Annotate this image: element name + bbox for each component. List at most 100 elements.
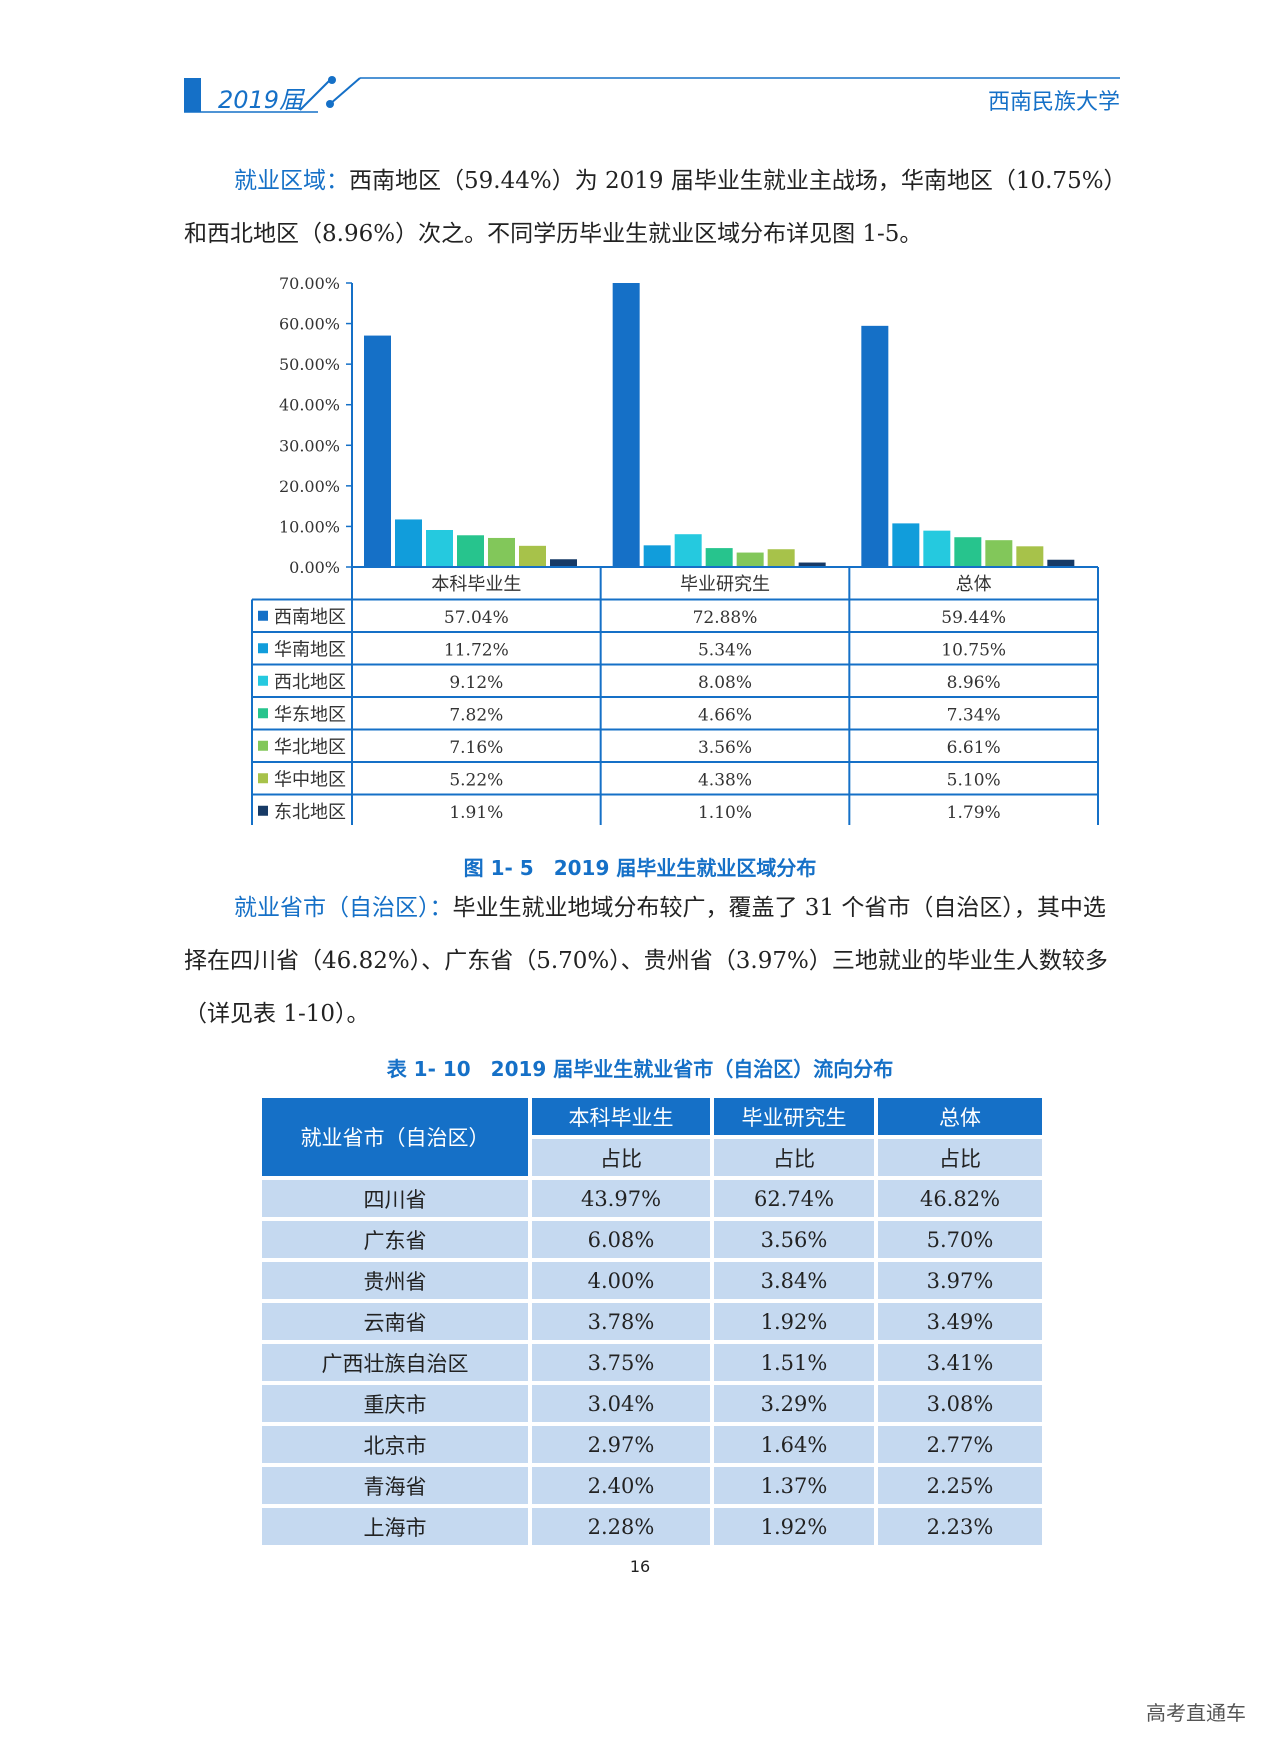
table-row: 广东省 6.08% 3.56% 5.70% xyxy=(262,1221,1042,1258)
table-header-group: 毕业研究生 xyxy=(714,1098,874,1135)
category-label: 本科毕业生 xyxy=(431,574,521,595)
table-cell: 62.74% xyxy=(714,1180,874,1217)
table-cell: 5.70% xyxy=(878,1221,1042,1258)
y-tick-label: 0.00% xyxy=(289,558,340,577)
table-header-group: 本科毕业生 xyxy=(532,1098,710,1135)
legend-label: 华中地区 xyxy=(274,769,346,790)
region-bar-chart: 0.00% 10.00% 20.00% 30.00% 40.00% 50.00% 60.00… xyxy=(251,275,1099,825)
table-cell: 1.92% xyxy=(714,1508,874,1545)
y-tick-label: 30.00% xyxy=(279,436,340,455)
bar xyxy=(892,523,920,567)
table-row: 重庆市 3.04% 3.29% 3.08% xyxy=(262,1385,1042,1422)
table-cell: 3.75% xyxy=(532,1344,710,1381)
category-label: 毕业研究生 xyxy=(680,574,770,595)
table-cell: 2.28% xyxy=(532,1508,710,1545)
table-cell: 贵州省 xyxy=(262,1262,528,1299)
table-cell: 广西壮族自治区 xyxy=(262,1344,528,1381)
table-cell: 3.29% xyxy=(714,1385,874,1422)
table-cell: 2.40% xyxy=(532,1467,710,1504)
table-cell: 2.97% xyxy=(532,1426,710,1463)
bar xyxy=(861,325,889,567)
table-cell: 3.04% xyxy=(532,1385,710,1422)
table-cell: 3.08% xyxy=(878,1385,1042,1422)
table-cell: 3.41% xyxy=(878,1344,1042,1381)
table-subheader: 占比 xyxy=(878,1139,1042,1176)
legend-swatch xyxy=(258,675,268,686)
table-cell: 6.08% xyxy=(532,1221,710,1258)
bar xyxy=(395,519,422,567)
y-tick-label: 50.00% xyxy=(279,355,340,374)
data-label: 11.72% xyxy=(444,640,509,660)
y-tick-label: 40.00% xyxy=(279,396,340,415)
table-cell: 上海市 xyxy=(262,1508,528,1545)
paragraph-text: 西南地区（59.44%）为 2019 届毕业生就业主战场，华南地区（10.75%… xyxy=(184,168,1116,247)
table-cell: 1.64% xyxy=(714,1426,874,1463)
bar xyxy=(488,537,515,567)
data-label: 4.38% xyxy=(698,770,752,790)
data-label: 8.08% xyxy=(698,673,752,693)
bar xyxy=(612,283,640,567)
legend-label: 华北地区 xyxy=(274,737,346,758)
data-label: 4.66% xyxy=(698,705,752,725)
data-label: 7.16% xyxy=(449,738,503,758)
data-label: 59.44% xyxy=(941,608,1006,628)
table-caption: 表 1- 10 2019 届毕业生就业省市（自治区）流向分布 xyxy=(386,1057,894,1081)
province-distribution-table: 就业省市（自治区） 本科毕业生 毕业研究生 总体 占比 占比 占比 四川省 43.… xyxy=(258,1094,1046,1549)
bar xyxy=(798,562,826,567)
data-label: 8.96% xyxy=(947,673,1001,693)
paragraph-employment-region: 就业区域：西南地区（59.44%）为 2019 届毕业生就业主战场，华南地区（1… xyxy=(184,155,1124,261)
y-tick-label: 20.00% xyxy=(279,477,340,496)
bar xyxy=(643,545,671,567)
table-subheader: 占比 xyxy=(714,1139,874,1176)
header-accent-bar xyxy=(184,78,201,112)
data-label: 1.91% xyxy=(449,803,503,823)
paragraph-keyword: 就业区域： xyxy=(234,168,349,194)
y-tick-label: 60.00% xyxy=(279,315,340,334)
table-subheader: 占比 xyxy=(532,1139,710,1176)
bar xyxy=(736,552,764,567)
table-cell: 4.00% xyxy=(532,1262,710,1299)
table-cell: 43.97% xyxy=(532,1180,710,1217)
y-tick-label: 70.00% xyxy=(279,275,340,293)
legend-swatch xyxy=(258,740,268,751)
bar xyxy=(767,549,795,567)
data-label: 5.10% xyxy=(947,770,1001,790)
figure-caption: 图 1- 5 2019 届毕业生就业区域分布 xyxy=(463,856,817,880)
table-header-group: 总体 xyxy=(878,1098,1042,1135)
table-cell: 北京市 xyxy=(262,1426,528,1463)
table-cell: 广东省 xyxy=(262,1221,528,1258)
table-row: 云南省 3.78% 1.92% 3.49% xyxy=(262,1303,1042,1340)
bar xyxy=(457,535,484,567)
table-header-province: 就业省市（自治区） xyxy=(262,1098,528,1176)
bar xyxy=(705,548,733,567)
paragraph-keyword: 就业省市（自治区）： xyxy=(234,895,453,921)
table-row: 上海市 2.28% 1.92% 2.23% xyxy=(262,1508,1042,1545)
table-cell: 青海省 xyxy=(262,1467,528,1504)
legend-label: 华南地区 xyxy=(274,639,346,660)
table-cell: 云南省 xyxy=(262,1303,528,1340)
data-label: 57.04% xyxy=(444,608,509,628)
category-label: 总体 xyxy=(956,574,992,595)
bar xyxy=(674,534,702,567)
table-cell: 1.37% xyxy=(714,1467,874,1504)
bar xyxy=(519,545,546,567)
bar xyxy=(954,537,982,567)
data-label: 7.82% xyxy=(449,705,503,725)
table-cell: 1.51% xyxy=(714,1344,874,1381)
table-cell: 重庆市 xyxy=(262,1385,528,1422)
header-decoration xyxy=(184,76,1120,113)
table-row: 青海省 2.40% 1.37% 2.25% xyxy=(262,1467,1042,1504)
table-cell: 3.78% xyxy=(532,1303,710,1340)
data-label: 1.10% xyxy=(698,803,752,823)
paragraph-text: 毕业生就业地域分布较广，覆盖了 31 个省市（自治区），其中选择在四川省（46.… xyxy=(184,895,1108,1027)
legend-swatch xyxy=(258,773,268,784)
legend-swatch xyxy=(258,708,268,719)
bar xyxy=(985,540,1013,567)
table-row: 广西壮族自治区 3.75% 1.51% 3.41% xyxy=(262,1344,1042,1381)
table-row: 贵州省 4.00% 3.84% 3.97% xyxy=(262,1262,1042,1299)
bar xyxy=(550,559,577,567)
table-cell: 2.23% xyxy=(878,1508,1042,1545)
table-cell: 3.56% xyxy=(714,1221,874,1258)
table-cell: 1.92% xyxy=(714,1303,874,1340)
table-cell: 四川省 xyxy=(262,1180,528,1217)
